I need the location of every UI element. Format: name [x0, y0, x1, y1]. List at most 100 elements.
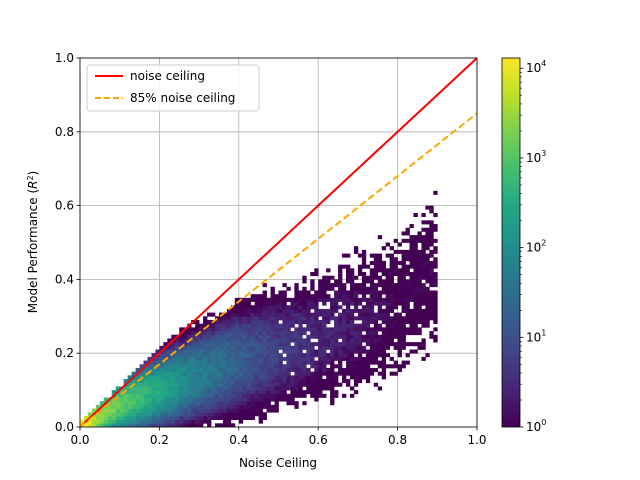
histogram-bin [214, 397, 220, 402]
histogram-bin [246, 349, 252, 354]
histogram-bin [298, 316, 303, 321]
histogram-bin [230, 390, 236, 395]
histogram-bin [250, 408, 256, 413]
histogram-bin [183, 356, 188, 361]
histogram-bin [389, 319, 394, 325]
histogram-bin [361, 249, 367, 254]
histogram-bin [306, 342, 311, 347]
histogram-bin [266, 393, 271, 398]
histogram-bin [151, 397, 156, 402]
histogram-bin [214, 338, 220, 343]
histogram-bin [381, 297, 387, 302]
histogram-bin [314, 323, 319, 328]
histogram-bin [330, 286, 335, 291]
histogram-bin [334, 364, 339, 369]
histogram-bin [159, 415, 164, 420]
histogram-bin [175, 356, 180, 361]
histogram-bin [365, 338, 371, 343]
histogram-bin [278, 397, 283, 402]
histogram-bin [242, 342, 248, 347]
histogram-bin [286, 345, 291, 350]
histogram-bin [294, 286, 299, 291]
histogram-bin [222, 356, 228, 361]
histogram-bin [266, 345, 271, 350]
histogram-bin [195, 379, 200, 384]
histogram-bin [191, 408, 196, 413]
histogram-bin [393, 360, 398, 365]
histogram-bin [278, 375, 283, 380]
histogram-bin [274, 401, 279, 406]
histogram-bin [282, 331, 287, 336]
histogram-bin [345, 279, 351, 284]
histogram-bin [377, 301, 383, 306]
histogram-bin [401, 279, 406, 284]
histogram-bin [246, 316, 252, 321]
histogram-bin [361, 375, 367, 380]
histogram-bin [250, 319, 256, 325]
histogram-bin [278, 334, 283, 339]
histogram-bin [230, 312, 236, 317]
histogram-bin [381, 312, 387, 317]
histogram-bin [302, 390, 307, 395]
histogram-bin [199, 327, 204, 332]
histogram-bin [397, 272, 402, 277]
histogram-bin [167, 345, 172, 350]
histogram-bin [353, 283, 359, 288]
histogram-bin [230, 345, 236, 350]
histogram-bin [155, 360, 160, 365]
histogram-bin [163, 367, 168, 372]
histogram-bin [322, 393, 327, 398]
histogram-bin [334, 283, 339, 288]
histogram-bin [222, 316, 228, 321]
histogram-bin [349, 331, 355, 336]
histogram-bin [310, 297, 315, 302]
histogram-bin [214, 393, 220, 398]
histogram-bin [397, 331, 402, 336]
histogram-bin [298, 301, 303, 306]
y-axis-label: Model Performance (R2) [26, 171, 41, 314]
histogram-bin [302, 331, 307, 336]
histogram-bin [429, 209, 434, 214]
histogram-bin [207, 382, 212, 387]
histogram-bin [242, 334, 248, 339]
histogram-bin [187, 367, 192, 372]
histogram-bin [425, 286, 430, 291]
histogram-bin [230, 375, 236, 380]
histogram-bin [246, 312, 252, 317]
histogram-bin [187, 412, 192, 417]
histogram-bin [314, 382, 319, 387]
histogram-bin [302, 342, 307, 347]
histogram-bin [393, 249, 398, 254]
histogram-bin [183, 338, 188, 343]
histogram-bin [250, 353, 256, 358]
histogram-bin [385, 353, 391, 358]
histogram-bin [330, 364, 335, 369]
histogram-bin [401, 272, 406, 277]
histogram-bin [254, 401, 259, 406]
histogram-bin [377, 275, 383, 280]
histogram-bin [270, 312, 275, 317]
histogram-bin [338, 268, 343, 273]
histogram-bin [334, 345, 339, 350]
histogram-bin [310, 323, 315, 328]
histogram-bin [195, 356, 200, 361]
histogram-bin [389, 260, 394, 265]
histogram-bin [405, 316, 410, 321]
histogram-bin [421, 272, 426, 277]
histogram-bin [238, 367, 244, 372]
histogram-bin [349, 297, 355, 302]
histogram-bin [302, 286, 307, 291]
histogram-bin [417, 294, 422, 299]
y-tick-label: 0.0 [55, 420, 74, 434]
histogram-bin [342, 349, 347, 354]
histogram-bin [87, 412, 93, 417]
histogram-bin [425, 305, 430, 310]
histogram-bin [286, 349, 291, 354]
histogram-bin [195, 408, 200, 413]
plot-area: 0.0 0.2 0.4 0.6 0.8 1.0 0.00.20.40.60.81.0 [55, 51, 487, 447]
histogram-bin [218, 382, 224, 387]
histogram-bin [322, 379, 327, 384]
histogram-bin [258, 342, 263, 347]
